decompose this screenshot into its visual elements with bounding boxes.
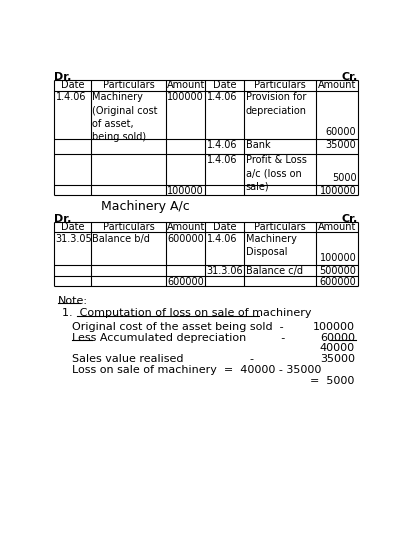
Text: 35000: 35000: [325, 140, 356, 150]
Text: Cr.: Cr.: [341, 214, 357, 224]
Text: 100000: 100000: [166, 186, 203, 196]
Text: Particulars: Particulars: [102, 80, 154, 90]
Text: Cr.: Cr.: [341, 72, 357, 82]
Text: 5000: 5000: [331, 173, 356, 183]
Text: 500000: 500000: [319, 266, 356, 276]
Text: Amount: Amount: [317, 80, 355, 90]
Text: 1.4.06: 1.4.06: [206, 140, 237, 150]
Text: 35000: 35000: [319, 354, 354, 364]
Text: =  5000: = 5000: [310, 376, 354, 386]
Text: Less Accumulated depreciation          -: Less Accumulated depreciation -: [72, 333, 284, 343]
Text: 40000: 40000: [319, 343, 354, 353]
Text: 1.4.06: 1.4.06: [206, 155, 237, 165]
Text: Bank: Bank: [245, 140, 269, 150]
Text: Machinery
(Original cost
of asset,
being sold): Machinery (Original cost of asset, being…: [92, 93, 157, 142]
Text: 100000: 100000: [319, 186, 356, 196]
Text: Particulars: Particulars: [253, 80, 305, 90]
Text: Date: Date: [213, 222, 236, 232]
Text: Machinery
Disposal: Machinery Disposal: [245, 234, 296, 257]
Text: Original cost of the asset being sold  -: Original cost of the asset being sold -: [72, 322, 283, 332]
Text: Loss on sale of machinery  =  40000 - 35000: Loss on sale of machinery = 40000 - 3500…: [72, 365, 320, 375]
Text: 1.4.06: 1.4.06: [55, 93, 86, 102]
Text: 60000: 60000: [325, 127, 356, 137]
Text: 100000: 100000: [166, 93, 203, 102]
Text: Balance b/d: Balance b/d: [92, 234, 150, 244]
Text: Amount: Amount: [317, 222, 355, 232]
Text: 1.4.06: 1.4.06: [206, 234, 237, 244]
Text: 100000: 100000: [319, 253, 356, 263]
Text: 1.4.06: 1.4.06: [206, 93, 237, 102]
Text: 31.3.06: 31.3.06: [206, 266, 243, 276]
Text: 100000: 100000: [312, 322, 354, 332]
Text: Note:: Note:: [58, 295, 88, 306]
Text: Machinery A/c: Machinery A/c: [100, 200, 189, 213]
Text: 600000: 600000: [166, 234, 203, 244]
Text: Provision for
depreciation: Provision for depreciation: [245, 93, 306, 116]
Text: 600000: 600000: [166, 277, 203, 287]
Text: Particulars: Particulars: [253, 222, 305, 232]
Text: Balance c/d: Balance c/d: [245, 266, 302, 276]
Text: 600000: 600000: [319, 277, 356, 287]
Text: Date: Date: [61, 222, 84, 232]
Text: Date: Date: [213, 80, 236, 90]
Text: Particulars: Particulars: [102, 222, 154, 232]
Text: 31.3.05: 31.3.05: [55, 234, 92, 244]
Text: Amount: Amount: [166, 222, 205, 232]
Text: Dr.: Dr.: [54, 214, 71, 224]
Text: Date: Date: [61, 80, 84, 90]
Text: Profit & Loss
a/c (loss on
sale): Profit & Loss a/c (loss on sale): [245, 155, 306, 192]
Text: Sales value realised                   -: Sales value realised -: [72, 354, 253, 364]
Text: 60000: 60000: [319, 333, 354, 343]
Text: Amount: Amount: [166, 80, 205, 90]
Text: Dr.: Dr.: [54, 72, 71, 82]
Text: 1.  Computation of loss on sale of machinery: 1. Computation of loss on sale of machin…: [62, 308, 311, 318]
